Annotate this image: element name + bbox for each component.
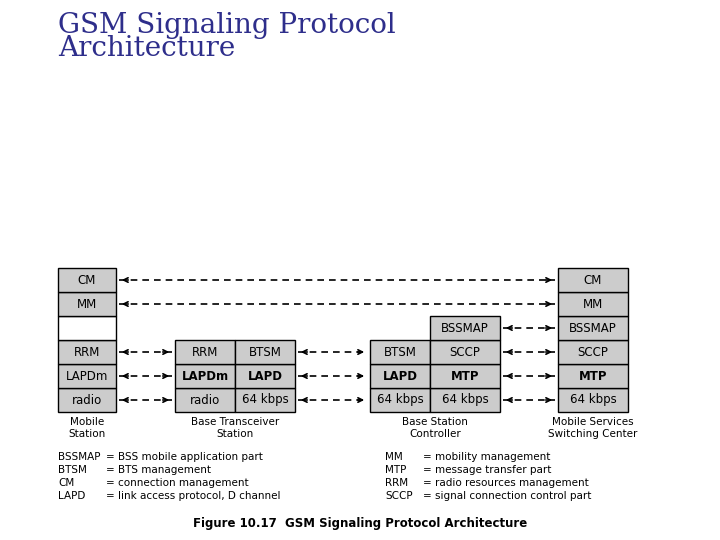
Bar bbox=[430, 316, 500, 340]
Text: BTS management: BTS management bbox=[118, 465, 211, 475]
Text: SCCP: SCCP bbox=[449, 346, 480, 359]
Text: link access protocol, D channel: link access protocol, D channel bbox=[118, 491, 281, 501]
Text: BTSM: BTSM bbox=[248, 346, 282, 359]
Bar bbox=[558, 292, 628, 316]
Bar bbox=[430, 340, 500, 364]
Text: BSSMAP: BSSMAP bbox=[441, 321, 489, 334]
Text: LAPD: LAPD bbox=[382, 369, 418, 382]
Text: LAPDm: LAPDm bbox=[66, 369, 108, 382]
Bar bbox=[430, 388, 500, 412]
Text: =: = bbox=[106, 452, 114, 462]
Bar bbox=[175, 340, 235, 364]
Text: Base Station
Controller: Base Station Controller bbox=[402, 417, 468, 440]
Bar bbox=[235, 364, 295, 388]
Text: message transfer part: message transfer part bbox=[435, 465, 552, 475]
Text: SCCP: SCCP bbox=[385, 491, 413, 501]
Bar bbox=[58, 364, 116, 388]
Text: MM: MM bbox=[583, 298, 603, 310]
Bar bbox=[558, 316, 628, 340]
Text: SCCP: SCCP bbox=[577, 346, 608, 359]
Bar bbox=[558, 268, 628, 292]
Bar bbox=[58, 292, 116, 316]
Bar bbox=[235, 340, 295, 364]
Text: 64 kbps: 64 kbps bbox=[377, 394, 423, 407]
Bar bbox=[430, 364, 500, 388]
Text: CM: CM bbox=[58, 478, 74, 488]
Text: =: = bbox=[106, 491, 114, 501]
Text: GSM Signaling Protocol: GSM Signaling Protocol bbox=[58, 12, 396, 39]
Text: BSS mobile application part: BSS mobile application part bbox=[118, 452, 263, 462]
Text: MM: MM bbox=[385, 452, 402, 462]
Text: Base Transceiver
Station: Base Transceiver Station bbox=[191, 417, 279, 440]
Bar bbox=[370, 364, 430, 388]
Text: BSSMAP: BSSMAP bbox=[58, 452, 101, 462]
Bar bbox=[558, 388, 628, 412]
Text: radio: radio bbox=[190, 394, 220, 407]
Text: Figure 10.17  GSM Signaling Protocol Architecture: Figure 10.17 GSM Signaling Protocol Arch… bbox=[193, 517, 527, 530]
Text: =: = bbox=[423, 452, 431, 462]
Text: CM: CM bbox=[78, 273, 96, 287]
Text: 64 kbps: 64 kbps bbox=[570, 394, 616, 407]
Text: Mobile Services
Switching Center: Mobile Services Switching Center bbox=[549, 417, 638, 440]
Text: =: = bbox=[423, 465, 431, 475]
Text: Architecture: Architecture bbox=[58, 35, 235, 62]
Text: =: = bbox=[423, 491, 431, 501]
Text: =: = bbox=[106, 465, 114, 475]
Text: MTP: MTP bbox=[385, 465, 406, 475]
Text: =: = bbox=[106, 478, 114, 488]
Text: MTP: MTP bbox=[579, 369, 607, 382]
Text: LAPD: LAPD bbox=[248, 369, 282, 382]
Bar bbox=[58, 268, 116, 292]
Bar bbox=[370, 388, 430, 412]
Text: MTP: MTP bbox=[451, 369, 480, 382]
Bar bbox=[58, 316, 116, 340]
Text: connection management: connection management bbox=[118, 478, 248, 488]
Text: radio resources management: radio resources management bbox=[435, 478, 589, 488]
Bar bbox=[235, 388, 295, 412]
Bar bbox=[58, 340, 116, 364]
Bar bbox=[370, 340, 430, 364]
Text: RRM: RRM bbox=[192, 346, 218, 359]
Text: RRM: RRM bbox=[74, 346, 100, 359]
Bar bbox=[58, 388, 116, 412]
Text: 64 kbps: 64 kbps bbox=[441, 394, 488, 407]
Text: =: = bbox=[423, 478, 431, 488]
Text: radio: radio bbox=[72, 394, 102, 407]
Text: RRM: RRM bbox=[385, 478, 408, 488]
Bar bbox=[558, 364, 628, 388]
Bar bbox=[558, 340, 628, 364]
Text: MM: MM bbox=[77, 298, 97, 310]
Bar bbox=[175, 364, 235, 388]
Text: mobility management: mobility management bbox=[435, 452, 550, 462]
Text: BTSM: BTSM bbox=[384, 346, 416, 359]
Bar bbox=[175, 388, 235, 412]
Text: BSSMAP: BSSMAP bbox=[569, 321, 617, 334]
Text: BTSM: BTSM bbox=[58, 465, 87, 475]
Text: 64 kbps: 64 kbps bbox=[242, 394, 289, 407]
Text: Mobile
Station: Mobile Station bbox=[68, 417, 106, 440]
Text: signal connection control part: signal connection control part bbox=[435, 491, 591, 501]
Text: LAPDm: LAPDm bbox=[181, 369, 228, 382]
Text: CM: CM bbox=[584, 273, 602, 287]
Text: LAPD: LAPD bbox=[58, 491, 86, 501]
